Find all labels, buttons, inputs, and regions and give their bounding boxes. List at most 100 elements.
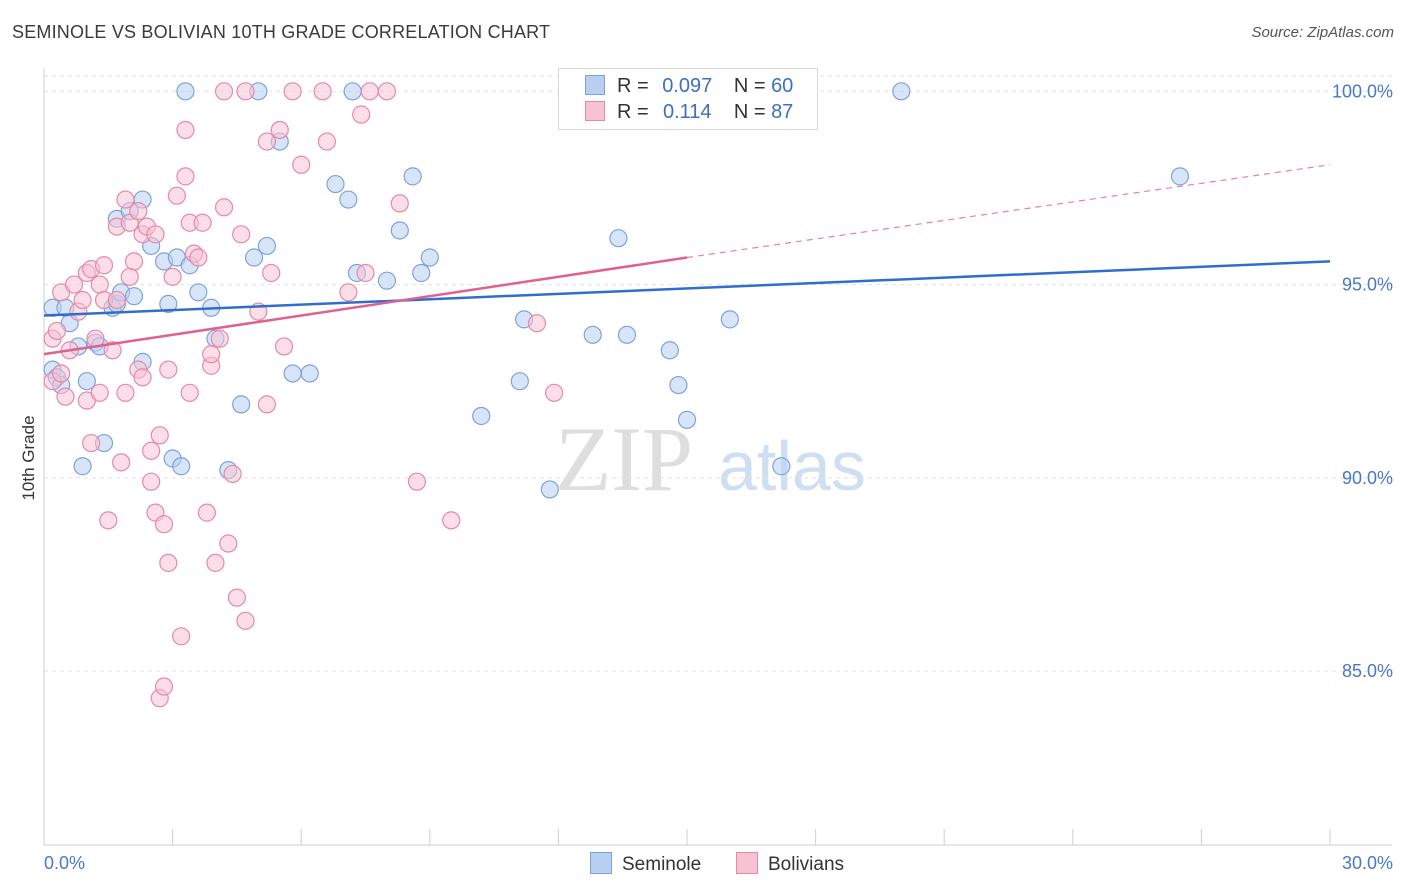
legend-row-seminole: R = 0.097 N = 60: [585, 75, 793, 98]
n-value: 87: [771, 101, 794, 123]
bolivian-point: [73, 290, 92, 310]
y-tick-label: 90.0%: [1342, 468, 1393, 488]
data-points: [43, 82, 1190, 708]
legend-item-seminole[interactable]: Seminole: [590, 852, 701, 876]
bolivian-point: [352, 105, 371, 124]
r-value: 0.114: [662, 101, 712, 123]
y-axis-label: 10th Grade: [19, 415, 38, 500]
bolivian-point: [223, 464, 242, 484]
bolivians-swatch: [585, 101, 605, 121]
bolivian-point: [176, 167, 195, 186]
bolivian-point: [219, 534, 238, 553]
bolivian-point: [107, 290, 126, 310]
seminole-point: [232, 395, 251, 414]
gridlines: [44, 75, 1392, 672]
bolivian-point: [274, 337, 294, 356]
bolivian-point: [52, 364, 71, 383]
bolivian-point: [206, 553, 225, 572]
bolivians-legend-label: Bolivians: [768, 854, 845, 875]
bolivian-point: [167, 186, 186, 205]
bolivian-point: [257, 395, 277, 414]
bolivian-point: [360, 82, 379, 101]
bolivian-point: [214, 82, 234, 101]
axis-labels: 85.0% 90.0% 95.0% 100.0% 0.0% 30.0% 10th Grade: [19, 81, 1393, 873]
seminole-point: [257, 236, 277, 256]
seminole-point: [283, 364, 302, 383]
seminole-point: [510, 372, 529, 391]
bolivian-point: [47, 321, 66, 341]
seminole-point: [377, 271, 397, 290]
bolivian-point: [214, 198, 234, 217]
x-tick-label: 0.0%: [44, 853, 85, 873]
bolivian-point: [283, 82, 302, 101]
seminole-point: [720, 310, 739, 329]
legend-item-bolivians[interactable]: Bolivians: [736, 852, 844, 876]
seminole-point: [669, 375, 688, 395]
r-value: 0.097: [662, 75, 713, 97]
bolivian-point: [176, 120, 195, 140]
bolivian-point: [172, 627, 191, 646]
watermark: ZIP atlas: [555, 408, 866, 510]
seminole-point: [172, 457, 191, 476]
n-label: N =: [733, 101, 766, 123]
bolivian-point: [527, 314, 547, 333]
bolivian-point: [257, 132, 277, 151]
seminole-point: [159, 294, 178, 313]
seminole-point: [339, 190, 358, 209]
bolivian-point: [270, 120, 289, 140]
n-label: N =: [733, 75, 766, 97]
seminole-swatch: [585, 75, 605, 95]
source-credit: Source: ZipAtlas.com: [1251, 24, 1394, 41]
watermark-zip: ZIP: [555, 408, 693, 510]
bolivian-point: [159, 553, 178, 572]
bolivian-point: [56, 387, 75, 406]
seminole-point: [583, 325, 602, 344]
bolivian-point: [146, 225, 165, 244]
seminole-legend-label: Seminole: [622, 854, 702, 875]
seminole-trend-line: [43, 260, 1331, 317]
bolivian-point: [210, 329, 229, 348]
seminole-point: [1170, 167, 1190, 186]
bolivian-point: [377, 82, 397, 101]
seminole-point: [677, 410, 697, 429]
bolivian-point: [407, 472, 427, 491]
bolivian-point: [390, 194, 409, 213]
correlation-legend: R = 0.097 N = 60 R = 0.114 N = 87: [558, 68, 818, 130]
axes: [43, 68, 1392, 846]
bolivian-point: [193, 213, 212, 232]
y-tick-label: 85.0%: [1342, 661, 1393, 681]
bolivian-point: [189, 248, 208, 267]
y-tick-label: 100.0%: [1332, 81, 1393, 101]
seminole-point: [420, 248, 439, 267]
bolivians-legend-swatch: [736, 852, 758, 874]
bolivian-point: [142, 472, 161, 491]
seminole-point: [609, 229, 628, 248]
seminole-point: [540, 480, 559, 499]
bolivian-point: [150, 426, 169, 445]
bolivian-point: [262, 263, 281, 283]
bolivian-point: [313, 82, 332, 101]
bolivian-point: [232, 225, 251, 244]
bolivian-point: [339, 283, 358, 302]
bolivian-point: [94, 256, 114, 275]
bolivian-point: [116, 190, 135, 209]
seminole-point: [472, 406, 491, 426]
bolivian-point: [99, 511, 118, 530]
seminole-point: [412, 263, 431, 283]
bolivian-point: [236, 82, 255, 101]
bolivian-point: [545, 383, 564, 402]
seminole-point: [300, 364, 319, 383]
seminole-point: [176, 82, 195, 101]
seminole-point: [617, 325, 637, 344]
seminole-point: [189, 283, 208, 302]
watermark-atlas: atlas: [718, 427, 866, 505]
bolivian-point: [112, 453, 131, 472]
r-label: R =: [617, 101, 649, 123]
seminole-point: [326, 174, 345, 194]
bolivian-trend-extension: [686, 164, 1331, 259]
bolivian-point: [202, 345, 221, 364]
bolivian-point: [103, 341, 122, 360]
seminole-point: [343, 82, 362, 101]
seminole-point: [124, 287, 144, 306]
